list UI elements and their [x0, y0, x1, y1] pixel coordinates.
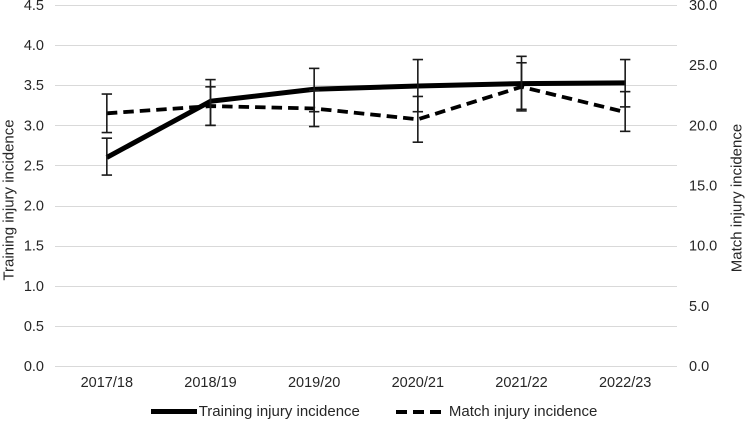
left-axis-tick-label: 2.5 [24, 158, 44, 174]
left-axis-tick-label: 4.5 [24, 0, 44, 14]
right-axis-tick-label: 5.0 [689, 299, 709, 315]
legend-label-training: Training injury incidence [198, 403, 360, 420]
category-label: 2018/19 [184, 375, 236, 391]
series-line-match [106, 84, 626, 122]
left-axis-tick-label: 3.5 [24, 78, 44, 94]
solid-line-marker-icon [150, 409, 197, 414]
chart-legend: Training injury incidence Match injury i… [0, 403, 748, 420]
category-label: 2017/18 [81, 375, 133, 391]
category-label: 2021/22 [495, 375, 547, 391]
right-axis-tick-label: 20.0 [689, 118, 717, 134]
left-axis-tick-label: 2.0 [24, 199, 44, 215]
right-axis-tick-label: 10.0 [689, 239, 717, 255]
dashed-line-marker-icon [395, 409, 441, 414]
left-axis-tick-label: 3.0 [24, 118, 44, 134]
left-axis-tick-label: 0.0 [24, 359, 44, 375]
right-axis-title: Match injury incidence [728, 123, 746, 273]
right-axis-tick-label: 30.0 [689, 0, 717, 14]
right-axis-tick-label: 0.0 [689, 359, 709, 375]
category-label: 2019/20 [288, 375, 340, 391]
category-label: 2020/21 [392, 375, 444, 391]
legend-item-training: Training injury incidence [150, 403, 360, 420]
left-axis-tick-label: 1.5 [24, 239, 44, 255]
left-axis-tick-label: 0.5 [24, 319, 44, 335]
left-axis-tick-label: 4.0 [24, 38, 44, 54]
right-axis-tick-label: 25.0 [689, 58, 717, 74]
series-line-training [105, 80, 626, 160]
left-axis-tick-label: 1.0 [24, 279, 44, 295]
left-axis-title: Training injury incidence [0, 119, 18, 281]
legend-item-match: Match injury incidence [395, 403, 598, 420]
category-label: 2022/23 [599, 375, 651, 391]
legend-label-match: Match injury incidence [448, 403, 598, 420]
right-axis-tick-label: 15.0 [689, 179, 717, 195]
